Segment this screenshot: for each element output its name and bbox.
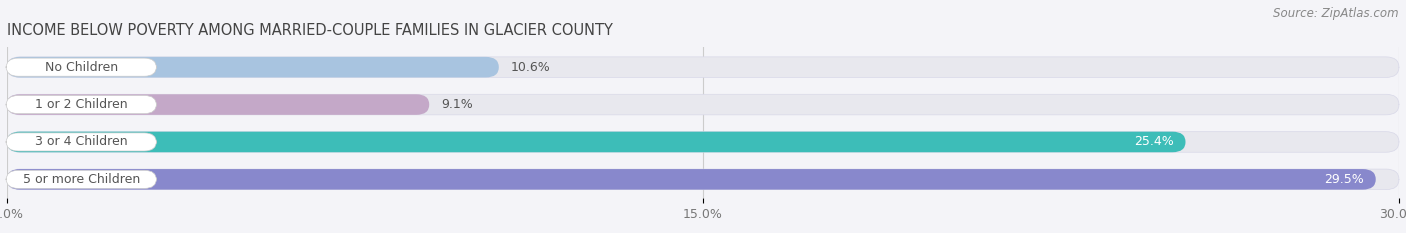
FancyBboxPatch shape bbox=[7, 169, 1399, 190]
FancyBboxPatch shape bbox=[6, 96, 156, 114]
FancyBboxPatch shape bbox=[7, 57, 499, 77]
Text: 3 or 4 Children: 3 or 4 Children bbox=[35, 135, 128, 148]
Text: No Children: No Children bbox=[45, 61, 118, 74]
FancyBboxPatch shape bbox=[7, 169, 1375, 190]
FancyBboxPatch shape bbox=[7, 94, 429, 115]
Text: 5 or more Children: 5 or more Children bbox=[22, 173, 139, 186]
FancyBboxPatch shape bbox=[7, 132, 1185, 152]
FancyBboxPatch shape bbox=[6, 133, 156, 151]
FancyBboxPatch shape bbox=[7, 57, 1399, 77]
Text: 9.1%: 9.1% bbox=[441, 98, 472, 111]
FancyBboxPatch shape bbox=[6, 58, 156, 76]
FancyBboxPatch shape bbox=[7, 132, 1399, 152]
Text: Source: ZipAtlas.com: Source: ZipAtlas.com bbox=[1274, 7, 1399, 20]
FancyBboxPatch shape bbox=[7, 94, 1399, 115]
FancyBboxPatch shape bbox=[6, 170, 156, 188]
Text: 1 or 2 Children: 1 or 2 Children bbox=[35, 98, 128, 111]
Text: 29.5%: 29.5% bbox=[1324, 173, 1364, 186]
Text: 25.4%: 25.4% bbox=[1135, 135, 1174, 148]
Text: 10.6%: 10.6% bbox=[510, 61, 550, 74]
Text: INCOME BELOW POVERTY AMONG MARRIED-COUPLE FAMILIES IN GLACIER COUNTY: INCOME BELOW POVERTY AMONG MARRIED-COUPL… bbox=[7, 24, 613, 38]
